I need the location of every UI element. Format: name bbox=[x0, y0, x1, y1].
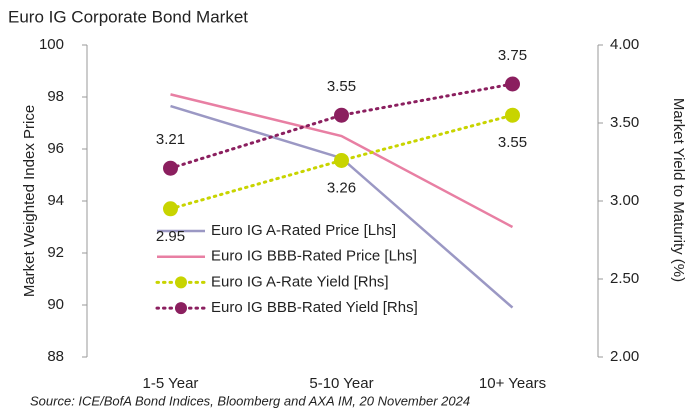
series-line bbox=[170, 93, 514, 229]
legend-label: Euro IG BBB-Rated Price [Lhs] bbox=[211, 248, 417, 265]
y2-tick-label: 2.50 bbox=[610, 270, 639, 287]
legend-label: Euro IG A-Rate Yield [Rhs] bbox=[211, 273, 389, 290]
data-label: 3.55 bbox=[327, 78, 356, 95]
legend-label: Euro IG A-Rated Price [Lhs] bbox=[211, 222, 396, 239]
data-label: 3.21 bbox=[156, 131, 185, 148]
marker bbox=[163, 160, 178, 176]
x-tick-label: 5-10 Year bbox=[309, 375, 373, 392]
legend-marker bbox=[175, 276, 187, 289]
marker bbox=[334, 152, 349, 168]
data-label: 3.75 bbox=[498, 47, 527, 64]
marker bbox=[505, 76, 520, 92]
marker bbox=[505, 107, 520, 123]
y2-tick-label: 3.00 bbox=[610, 192, 639, 209]
chart-title: Euro IG Corporate Bond Market bbox=[8, 7, 248, 26]
data-label: 3.26 bbox=[327, 179, 356, 196]
y2-tick-label: 2.00 bbox=[610, 348, 639, 365]
y-tick-label: 94 bbox=[47, 192, 64, 209]
x-tick-label: 10+ Years bbox=[479, 375, 546, 392]
data-label: 2.95 bbox=[156, 228, 185, 245]
marker bbox=[334, 107, 349, 123]
legend-marker bbox=[175, 302, 187, 315]
x-tick-label: 1-5 Year bbox=[143, 375, 199, 392]
y-axis-label: Market Weighted Index Price bbox=[21, 105, 38, 297]
y-tick-label: 88 bbox=[47, 348, 64, 365]
marker bbox=[163, 201, 178, 217]
y-tick-label: 92 bbox=[47, 244, 64, 261]
y-tick-label: 100 bbox=[39, 36, 64, 53]
series-line bbox=[169, 82, 514, 170]
legend-label: Euro IG BBB-Rated Yield [Rhs] bbox=[211, 299, 418, 316]
y-tick-label: 90 bbox=[47, 296, 64, 313]
y-tick-label: 98 bbox=[47, 88, 64, 105]
data-label: 3.55 bbox=[498, 134, 527, 151]
y2-tick-label: 3.50 bbox=[610, 114, 639, 131]
source-note: Source: ICE/BofA Bond Indices, Bloomberg… bbox=[30, 393, 470, 408]
y2-tick-label: 4.00 bbox=[610, 36, 639, 53]
y-tick-label: 96 bbox=[47, 140, 64, 157]
y2-axis-label: Market Yield to Maturity (%) bbox=[670, 98, 687, 282]
